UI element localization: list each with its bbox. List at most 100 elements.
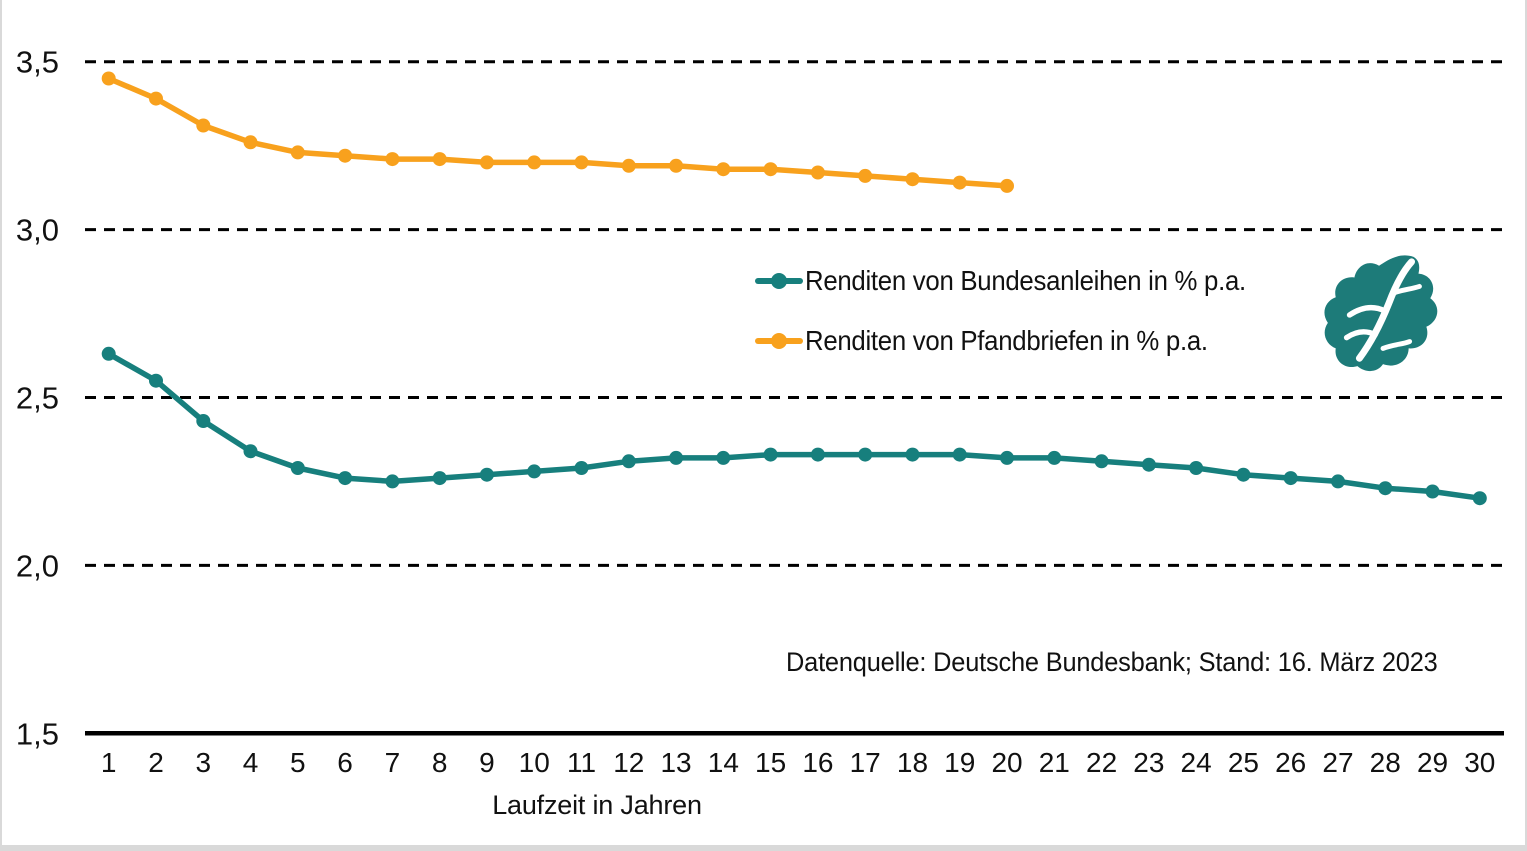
x-tick-label: 25 (1228, 747, 1259, 778)
data-point (716, 450, 731, 465)
x-tick-label: 19 (944, 747, 975, 778)
data-point (1236, 467, 1251, 482)
data-point (1283, 471, 1298, 486)
x-tick-label: 14 (708, 747, 739, 778)
data-point (716, 162, 731, 177)
data-point (1141, 457, 1156, 472)
x-tick-label: 26 (1275, 747, 1306, 778)
data-point (290, 145, 305, 160)
data-point (479, 155, 494, 170)
x-tick-label: 15 (755, 747, 786, 778)
data-point (1331, 474, 1345, 489)
data-point (858, 447, 873, 462)
x-tick-label: 2 (148, 747, 164, 778)
x-tick-label: 16 (802, 747, 833, 778)
y-tick-label: 3,5 (16, 45, 59, 80)
data-point (763, 162, 778, 177)
series-line-1 (107, 75, 1008, 189)
data-point (1047, 450, 1062, 465)
x-tick-label: 17 (850, 747, 881, 778)
legend-label-pfandbriefe: Renditen von Pfandbriefen in % p.a. (805, 325, 1208, 356)
x-tick-label: 24 (1181, 747, 1212, 778)
data-point (527, 464, 542, 479)
x-tick-label: 7 (385, 747, 401, 778)
x-tick-label: 21 (1039, 747, 1070, 778)
y-tick-label: 2,0 (16, 548, 59, 583)
finanztip-leaf-logo-icon (1324, 255, 1438, 372)
x-tick-label: 8 (432, 747, 448, 778)
data-point (1000, 450, 1014, 465)
data-point (574, 155, 589, 170)
x-tick-label: 18 (897, 747, 928, 778)
legend-item-bundesanleihen: Renditen von Bundesanleihen in % p.a. (755, 256, 1284, 306)
data-point (574, 461, 589, 475)
data-point (905, 447, 920, 462)
x-tick-label: 29 (1417, 747, 1448, 778)
y-tick-label: 3,0 (16, 213, 59, 248)
data-point (1425, 484, 1440, 499)
legend-dot (771, 273, 787, 289)
series-line-0 (107, 351, 1481, 501)
data-point (432, 152, 447, 167)
data-point (810, 165, 825, 180)
data-point (432, 471, 447, 486)
data-point (1189, 461, 1204, 475)
data-point (385, 474, 400, 489)
x-tick-label: 9 (479, 747, 495, 778)
data-point (621, 158, 636, 173)
data-point (1378, 481, 1393, 496)
data-point (905, 172, 920, 187)
data-point (149, 373, 163, 388)
legend-dot (771, 333, 787, 349)
data-point (338, 148, 353, 163)
x-tick-label: 1 (101, 747, 117, 778)
y-tick-label: 2,5 (16, 381, 59, 416)
data-point (243, 444, 258, 459)
legend-item-pfandbriefe: Renditen von Pfandbriefen in % p.a. (755, 316, 1284, 366)
data-point (669, 450, 684, 465)
legend-label-bundesanleihen: Renditen von Bundesanleihen in % p.a. (805, 265, 1246, 296)
data-point (101, 71, 116, 86)
y-tick-label: 1,5 (16, 716, 59, 751)
data-source-note: Datenquelle: Deutsche Bundesbank; Stand:… (786, 647, 1438, 677)
x-tick-label: 10 (519, 747, 550, 778)
x-tick-label: 6 (337, 747, 353, 778)
x-tick-label: 22 (1086, 747, 1117, 778)
x-tick-label: 27 (1322, 747, 1353, 778)
x-tick-label: 5 (290, 747, 306, 778)
x-tick-label: 4 (243, 747, 259, 778)
orange-line-dot-marker-icon (755, 333, 803, 349)
data-point (196, 118, 211, 133)
data-point (1094, 454, 1109, 469)
data-point (243, 135, 258, 150)
x-tick-label: 3 (195, 747, 211, 778)
data-point (1472, 491, 1487, 506)
x-tick-label: 11 (567, 747, 596, 778)
data-point (101, 346, 116, 361)
data-point (149, 91, 163, 106)
x-tick-label: 23 (1133, 747, 1164, 778)
data-point (621, 454, 636, 469)
x-tick-label: 13 (660, 747, 691, 778)
data-point (338, 471, 353, 486)
data-point (479, 467, 494, 482)
data-point (527, 155, 542, 170)
data-point (858, 168, 873, 183)
x-tick-label: 28 (1370, 747, 1401, 778)
data-point (385, 152, 400, 167)
teal-line-dot-marker-icon (755, 273, 803, 289)
data-point (810, 447, 825, 462)
data-point (1000, 178, 1014, 193)
data-point (763, 447, 778, 462)
data-point (196, 414, 211, 428)
x-tick-label: 12 (613, 747, 644, 778)
x-axis-title: Laufzeit in Jahren (492, 790, 702, 820)
data-point (952, 447, 967, 462)
data-point (669, 158, 684, 173)
x-tick-label: 20 (991, 747, 1022, 778)
x-tick-label: 30 (1464, 747, 1495, 778)
chart-legend: Renditen von Bundesanleihen in % p.a. Re… (755, 256, 1284, 366)
data-point (290, 461, 305, 475)
data-point (952, 175, 967, 190)
